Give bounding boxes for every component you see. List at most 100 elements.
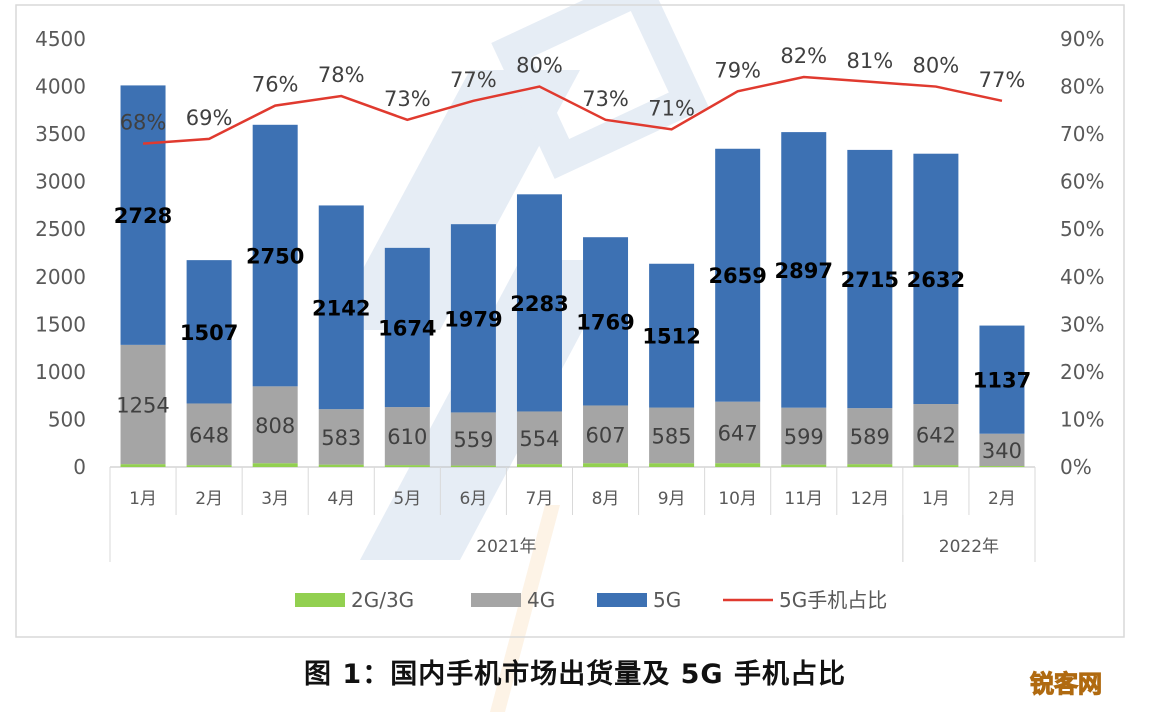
right-axis-tick-label: 50% — [1060, 217, 1104, 241]
bar-segment-5g — [186, 260, 232, 404]
bar-segment-4g — [450, 412, 496, 466]
bar-label-4g: 340 — [982, 439, 1022, 463]
legend-swatch — [471, 593, 521, 607]
bar-label-5g: 1137 — [973, 369, 1031, 393]
bar-segment-2g-3g — [516, 464, 562, 467]
right-axis-tick-label: 20% — [1060, 360, 1104, 384]
line-point-label: 79% — [714, 58, 761, 82]
plot-border — [15, 4, 1125, 638]
bar-label-4g: 808 — [255, 414, 295, 438]
category-label: 1月 — [922, 489, 950, 509]
line-point-label: 81% — [846, 49, 893, 73]
category-label: 1月 — [129, 489, 157, 509]
bar-segment-4g — [252, 386, 298, 464]
left-axis-tick-label: 2500 — [35, 217, 86, 241]
category-label: 5月 — [393, 489, 421, 509]
legend-label: 2G/3G — [351, 588, 414, 612]
bar-label-4g: 554 — [519, 427, 559, 451]
bar-segment-2g-3g — [847, 464, 893, 467]
line-point-label: 73% — [582, 87, 629, 111]
right-axis-tick-label: 90% — [1060, 27, 1104, 51]
chart-title: 图 1：国内手机市场出货量及 5G 手机占比 — [304, 659, 846, 690]
bar-segment-5g — [318, 205, 364, 410]
bar-segment-4g — [516, 411, 562, 465]
bar-segment-5g — [583, 237, 629, 406]
bars — [120, 85, 1025, 467]
bar-segment-2g-3g — [583, 463, 629, 467]
bar-segment-2g-3g — [186, 465, 232, 467]
left-axis-tick-label: 500 — [48, 407, 86, 431]
share-line-path — [142, 75, 1003, 145]
line-point-label: 77% — [450, 68, 497, 92]
bar-label-5g: 2142 — [312, 296, 370, 320]
bar-segment-4g — [715, 401, 761, 464]
right-axis-tick-label: 40% — [1060, 265, 1104, 289]
bar-segment-5g — [847, 149, 893, 409]
legend-label: 5G — [653, 588, 681, 612]
category-label: 6月 — [459, 489, 487, 509]
bar-label-5g: 1979 — [444, 307, 502, 331]
line-point-label: 82% — [780, 44, 827, 68]
bar-segment-2g-3g — [120, 464, 166, 467]
line-point-label: 69% — [186, 106, 233, 130]
bar-segment-2g-3g — [384, 465, 430, 467]
bar-segment-5g — [715, 148, 761, 402]
bar-label-4g: 583 — [321, 426, 361, 450]
line-point-label: 80% — [516, 54, 563, 78]
bar-segment-2g-3g — [318, 464, 364, 467]
category-label: 8月 — [592, 489, 620, 509]
bar-segment-4g — [781, 407, 827, 465]
line-point-label: 80% — [913, 54, 960, 78]
bar-segment-2g-3g — [979, 466, 1025, 467]
bar-label-4g: 1254 — [116, 394, 169, 418]
bar-segment-5g — [252, 124, 298, 387]
bar-segment-5g — [384, 247, 430, 408]
bar-segment-5g — [120, 85, 166, 345]
data-labels: 1254 2728 648 1507 808 2750 583 2142 610 1674 559 1… — [114, 44, 1031, 463]
left-axis-tick-label: 1500 — [35, 312, 86, 336]
bar-label-4g: 599 — [784, 425, 824, 449]
legend: 2G/3G 4G 5G 5G手机占比 — [295, 588, 887, 612]
bar-label-5g: 1507 — [180, 321, 238, 345]
bar-label-5g: 2283 — [510, 292, 568, 316]
bar-label-5g: 1769 — [576, 310, 634, 334]
bar-segment-4g — [384, 407, 430, 466]
left-axis-tick-label: 1000 — [35, 360, 86, 384]
bar-segment-2g-3g — [781, 464, 827, 467]
right-axis-tick-label: 60% — [1060, 170, 1104, 194]
bar-segment-2g-3g — [913, 465, 959, 467]
bar-segment-4g — [186, 403, 232, 466]
bar-segment-2g-3g — [252, 463, 298, 467]
line-point-label: 71% — [648, 96, 695, 120]
bar-segment-2g-3g — [715, 463, 761, 467]
category-label: 12月 — [851, 489, 890, 509]
bar-segment-4g — [649, 407, 695, 464]
bar-label-4g: 648 — [189, 423, 229, 447]
line-point-label: 68% — [120, 111, 167, 135]
bar-segment-4g — [913, 404, 959, 466]
share-line — [142, 75, 1003, 145]
legend-swatch — [597, 593, 647, 607]
category-label: 3月 — [261, 489, 289, 509]
bar-label-5g: 2632 — [907, 268, 965, 292]
bar-segment-5g — [516, 194, 562, 412]
category-label: 10月 — [718, 489, 757, 509]
axes: 0 500 1000 1500 2000 2500 3000 3500 4000 4500 0% 10… — [35, 27, 1104, 562]
bar-label-5g: 1674 — [378, 316, 436, 340]
bar-label-5g: 1512 — [642, 325, 700, 349]
bar-segment-4g — [120, 344, 166, 465]
bar-label-5g: 2715 — [841, 268, 899, 292]
bar-segment-5g — [649, 263, 695, 408]
bar-segment-5g — [979, 325, 1025, 434]
bar-label-4g: 607 — [585, 423, 625, 447]
left-axis-tick-label: 3500 — [35, 122, 86, 146]
category-label: 9月 — [658, 489, 686, 509]
left-axis-tick-label: 4000 — [35, 75, 86, 99]
bar-label-5g: 2659 — [708, 264, 766, 288]
line-point-label: 77% — [979, 68, 1026, 92]
bar-label-5g: 2728 — [114, 204, 172, 228]
line-point-label: 73% — [384, 87, 431, 111]
line-point-label: 76% — [252, 73, 299, 97]
bar-label-5g: 2750 — [246, 245, 304, 269]
